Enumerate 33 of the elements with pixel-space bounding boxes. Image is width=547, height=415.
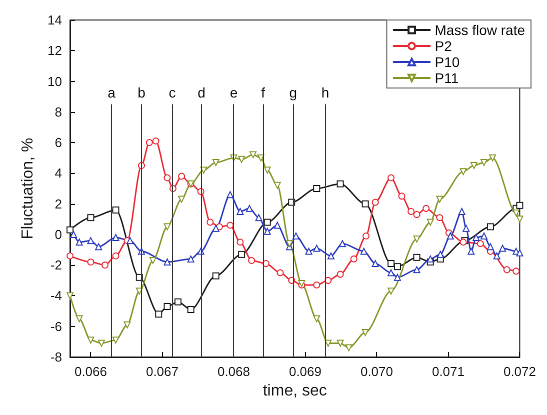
y-tick-label: -8 (50, 350, 62, 364)
x-tick-label: 0.068 (217, 364, 250, 379)
ref-line-label: f (261, 84, 266, 100)
ref-line-label: h (321, 84, 330, 100)
y-tick-label: 6 (54, 135, 62, 150)
legend-label: P10 (434, 54, 460, 70)
legend-label: Mass flow rate (434, 22, 526, 38)
y-tick-label: 2 (54, 196, 62, 212)
x-axis-title: time, sec (262, 382, 327, 400)
y-axis-title: Fluctuation, % (20, 138, 36, 240)
ref-line-label: g (289, 84, 297, 100)
ref-line-label: c (168, 84, 176, 100)
y-tick-label: -2 (50, 258, 62, 273)
ref-line-label: d (198, 84, 206, 100)
x-tick-label: 0.070 (360, 364, 394, 379)
y-tick-label: 14 (48, 12, 62, 28)
y-tick-label: -4 (50, 288, 62, 304)
y-tick-label: 12 (48, 43, 62, 58)
ref-line-label: b (138, 84, 146, 100)
x-tick-label: 0.071 (432, 364, 465, 379)
legend-label: P11 (434, 70, 459, 86)
y-tick-label: 4 (54, 166, 62, 181)
x-tick-label: 0.069 (288, 364, 322, 379)
ref-line-label: a (108, 84, 116, 100)
y-tick-label: 0 (54, 226, 62, 242)
ref-line-label: e (230, 84, 238, 100)
x-tick-label: 0.067 (146, 364, 179, 379)
y-tick-label: 8 (54, 104, 62, 120)
legend-label: P2 (434, 38, 452, 54)
y-tick-label: 10 (48, 74, 62, 89)
y-tick-label: -6 (50, 318, 62, 334)
x-tick-label: 0.066 (74, 364, 108, 379)
x-tick-label: 0.072 (503, 364, 536, 379)
